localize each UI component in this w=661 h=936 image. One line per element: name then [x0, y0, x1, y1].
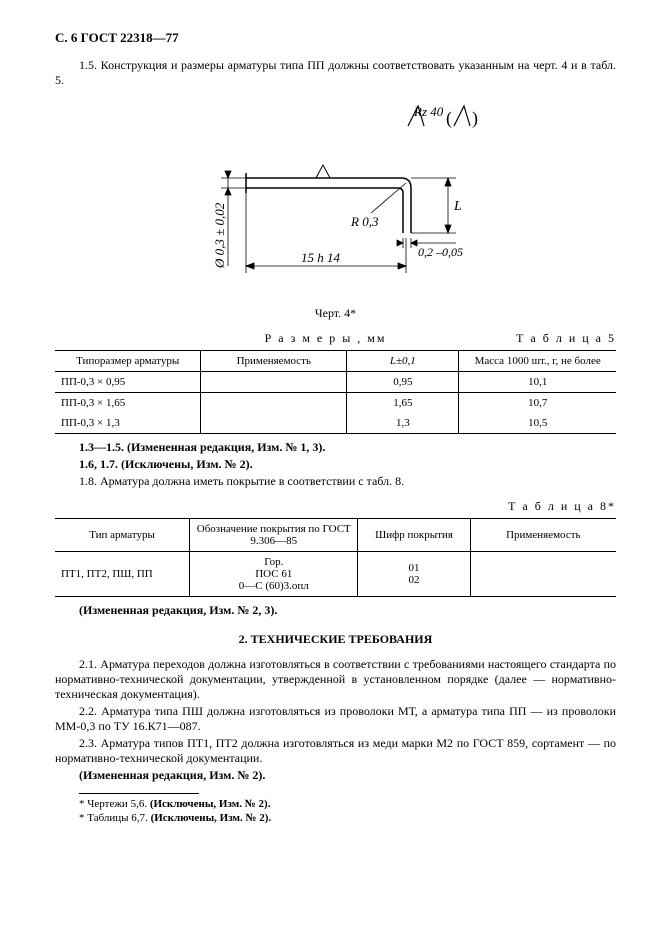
para-2-2: 2.2. Арматура типа ПШ должна изготовлять…: [55, 704, 616, 734]
cell: [470, 552, 616, 597]
cell: Гор. ПОС 61 0—С (60)3.опл: [190, 552, 358, 597]
table5-title-right: Т а б л и ц а 5: [516, 331, 616, 346]
figure-caption: Черт. 4*: [55, 306, 616, 321]
cell: 0,95: [347, 372, 459, 393]
table-row: ПП-0,3 × 0,95 0,95 10,1: [55, 372, 616, 393]
para-2-1: 2.1. Арматура переходов должна изготовля…: [55, 657, 616, 702]
para-izm-2: (Измененная редакция, Изм. № 2).: [55, 768, 616, 783]
t5-h2: L±0,1: [347, 351, 459, 372]
t8-h0: Тип арматуры: [55, 519, 190, 552]
svg-text:): ): [472, 108, 478, 129]
page: С. 6 ГОСТ 22318—77 1.5. Конструкция и ра…: [0, 0, 661, 854]
table-row: ПП-0,3 × 1,3 1,3 10,5: [55, 413, 616, 434]
cell: 10,7: [459, 393, 616, 414]
t8-h3: Применяемость: [470, 519, 616, 552]
t8-h1: Обозначение покрытия по ГОСТ 9.306—85: [190, 519, 358, 552]
cell: [201, 372, 347, 393]
r-label: R 0,3: [350, 214, 379, 229]
cell: 1,65: [347, 393, 459, 414]
cell: 10,1: [459, 372, 616, 393]
t5-h1: Применяемость: [201, 351, 347, 372]
para-izm-2-3: (Измененная редакция, Изм. № 2, 3).: [55, 603, 616, 618]
cell-line: 0—С (60)3.опл: [239, 580, 309, 592]
footnote-1: * Чертежи 5,6. (Исключены, Изм. № 2).: [79, 798, 616, 810]
len-label: 15 h 14: [301, 250, 341, 265]
cell-line: Гор.: [264, 556, 283, 568]
t8-h2: Шифр покрытия: [358, 519, 470, 552]
diam-label: Ø 0,3 ± 0,02: [212, 202, 227, 269]
gap-label: 0,2 –0,05: [418, 245, 463, 259]
table5-title-center: Р а з м е р ы , мм: [135, 331, 516, 346]
table8-title-right: Т а б л и ц а 8*: [55, 499, 616, 514]
table-row: ПТ1, ПТ2, ПШ, ПП Гор. ПОС 61 0—С (60)3.о…: [55, 552, 616, 597]
para-1-3-1-5: 1.3—1.5. (Измененная редакция, Изм. № 1,…: [55, 440, 616, 455]
footnote-rule: [79, 793, 199, 794]
t5-h3: Масса 1000 шт., г, не более: [459, 351, 616, 372]
page-header: С. 6 ГОСТ 22318—77: [55, 30, 616, 46]
para-1-8: 1.8. Арматура должна иметь покрытие в со…: [55, 474, 616, 489]
cell: ПП-0,3 × 1,65: [55, 393, 201, 414]
footnote-2: * Таблицы 6,7. (Исключены, Изм. № 2).: [79, 812, 616, 824]
para-1-6-1-7: 1.6, 1.7. (Исключены, Изм. № 2).: [55, 457, 616, 472]
cell: [201, 393, 347, 414]
cell: ПП-0,3 × 1,3: [55, 413, 201, 434]
table-row: ПП-0,3 × 1,65 1,65 10,7: [55, 393, 616, 414]
cell-line: 02: [409, 574, 420, 586]
cell: 1,3: [347, 413, 459, 434]
cell-line: ПОС 61: [255, 568, 292, 580]
cell: 10,5: [459, 413, 616, 434]
cell: ПТ1, ПТ2, ПШ, ПП: [55, 552, 190, 597]
cell-line: 01: [409, 562, 420, 574]
svg-text:(: (: [446, 108, 452, 129]
section-2-title: 2. ТЕХНИЧЕСКИЕ ТРЕБОВАНИЯ: [55, 632, 616, 647]
figure-4: Rz 40 ( ) R 0,3: [55, 98, 616, 302]
para-2-3: 2.3. Арматура типов ПТ1, ПТ2 должна изго…: [55, 736, 616, 766]
table5-titlebar: Р а з м е р ы , мм Т а б л и ц а 5: [55, 331, 616, 346]
table5: Типоразмер арматуры Применяемость L±0,1 …: [55, 350, 616, 434]
L-label: L: [453, 199, 462, 214]
para-1-5: 1.5. Конструкция и размеры арматуры типа…: [55, 58, 616, 88]
drawing-svg: Rz 40 ( ) R 0,3: [156, 98, 516, 298]
cell: [201, 413, 347, 434]
cell: 01 02: [358, 552, 470, 597]
cell: ПП-0,3 × 0,95: [55, 372, 201, 393]
table8: Тип арматуры Обозначение покрытия по ГОС…: [55, 518, 616, 597]
t5-h0: Типоразмер арматуры: [55, 351, 201, 372]
